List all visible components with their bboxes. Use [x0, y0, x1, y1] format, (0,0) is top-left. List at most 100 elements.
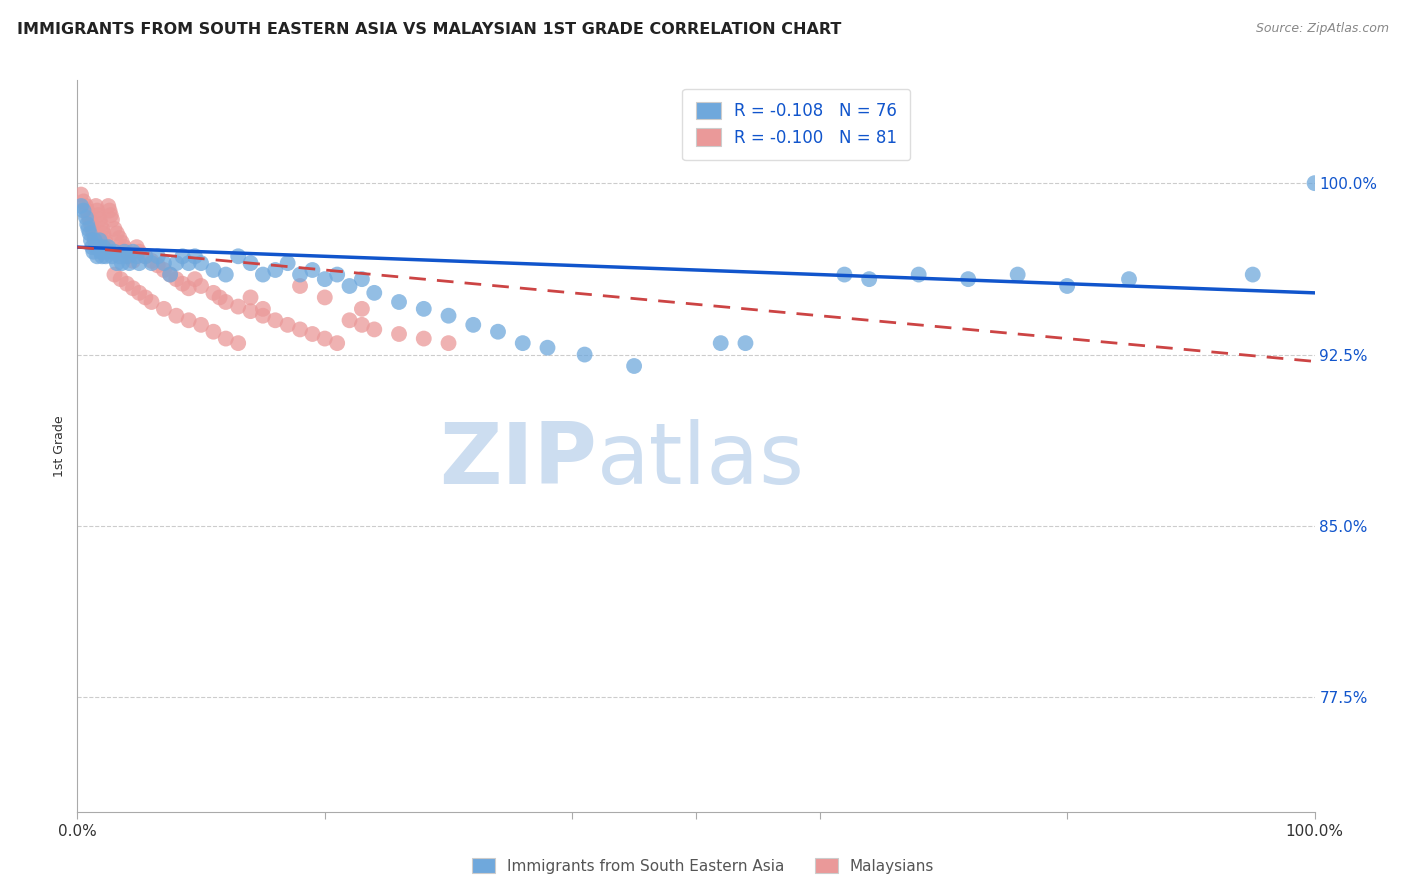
Point	[86, 249, 108, 263]
Point	[277, 256, 299, 270]
Point	[82, 227, 104, 241]
Point	[215, 268, 238, 282]
Point	[350, 272, 373, 286]
Point	[141, 295, 163, 310]
Point	[112, 244, 135, 259]
Point	[108, 249, 131, 263]
Point	[75, 199, 97, 213]
Point	[98, 244, 121, 259]
Text: ZIP: ZIP	[439, 419, 598, 502]
Point	[87, 208, 110, 222]
Point	[146, 259, 169, 273]
Point	[93, 231, 115, 245]
Point	[77, 208, 100, 222]
Point	[91, 222, 114, 236]
Point	[90, 217, 112, 231]
Point	[858, 272, 880, 286]
Point	[101, 212, 124, 227]
Point	[82, 240, 104, 254]
Point	[1241, 268, 1264, 282]
Point	[208, 290, 231, 304]
Point	[141, 256, 163, 270]
Point	[115, 244, 138, 259]
Point	[1118, 272, 1140, 286]
Point	[115, 277, 138, 291]
Point	[91, 240, 114, 254]
Point	[463, 318, 485, 332]
Point	[215, 295, 238, 310]
Point	[202, 285, 225, 300]
Point	[118, 249, 141, 263]
Point	[834, 268, 856, 282]
Point	[437, 309, 460, 323]
Point	[301, 326, 323, 341]
Point	[264, 313, 287, 327]
Point	[89, 212, 111, 227]
Point	[82, 222, 104, 236]
Point	[101, 249, 124, 263]
Point	[264, 263, 287, 277]
Point	[94, 235, 117, 250]
Point	[277, 318, 299, 332]
Point	[122, 253, 145, 268]
Point	[76, 217, 98, 231]
Point	[172, 249, 194, 263]
Point	[75, 211, 97, 225]
Point	[103, 268, 125, 282]
Point	[326, 336, 349, 351]
Point	[226, 336, 249, 351]
Text: atlas: atlas	[598, 419, 806, 502]
Point	[153, 263, 176, 277]
Point	[412, 301, 434, 316]
Point	[97, 240, 120, 254]
Point	[105, 256, 128, 270]
Point	[957, 272, 980, 286]
Legend: Immigrants from South Eastern Asia, Malaysians: Immigrants from South Eastern Asia, Mala…	[465, 852, 941, 880]
Point	[326, 268, 349, 282]
Point	[388, 295, 411, 310]
Point	[363, 285, 385, 300]
Point	[153, 256, 176, 270]
Point	[153, 301, 176, 316]
Point	[72, 203, 94, 218]
Point	[91, 227, 114, 241]
Point	[239, 304, 262, 318]
Point	[82, 244, 104, 259]
Point	[89, 233, 111, 247]
Point	[100, 208, 122, 222]
Point	[141, 253, 163, 268]
Point	[165, 309, 187, 323]
Point	[111, 235, 134, 250]
Text: IMMIGRANTS FROM SOUTH EASTERN ASIA VS MALAYSIAN 1ST GRADE CORRELATION CHART: IMMIGRANTS FROM SOUTH EASTERN ASIA VS MA…	[17, 22, 841, 37]
Point	[165, 256, 187, 270]
Point	[314, 290, 336, 304]
Point	[90, 244, 112, 259]
Point	[190, 256, 212, 270]
Point	[111, 256, 134, 270]
Point	[159, 268, 181, 282]
Point	[86, 203, 108, 218]
Point	[128, 244, 150, 259]
Point	[350, 301, 373, 316]
Point	[734, 336, 756, 351]
Point	[97, 199, 120, 213]
Point	[87, 240, 110, 254]
Point	[437, 336, 460, 351]
Point	[184, 272, 207, 286]
Point	[118, 256, 141, 270]
Point	[226, 300, 249, 314]
Point	[80, 233, 103, 247]
Point	[134, 290, 156, 304]
Point	[239, 290, 262, 304]
Point	[288, 279, 311, 293]
Point	[96, 240, 118, 254]
Point	[574, 348, 596, 362]
Point	[226, 249, 249, 263]
Point	[83, 233, 105, 247]
Point	[98, 203, 121, 218]
Point	[177, 256, 200, 270]
Point	[77, 222, 100, 236]
Point	[215, 332, 238, 346]
Point	[103, 244, 125, 259]
Point	[536, 341, 558, 355]
